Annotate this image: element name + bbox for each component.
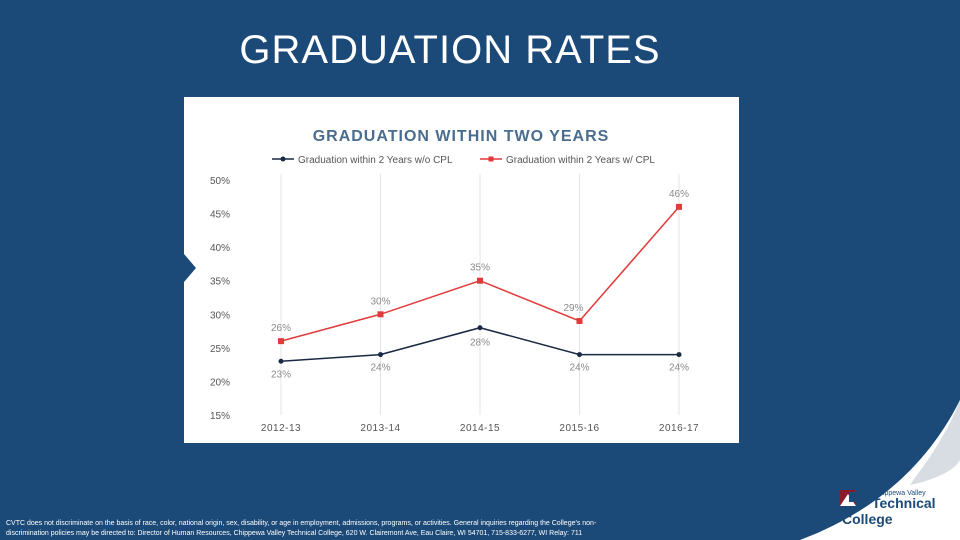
legend-label: Graduation within 2 Years w/ CPL: [506, 155, 655, 166]
legend-label: Graduation within 2 Years w/o CPL: [298, 155, 453, 166]
data-label: 35%: [470, 263, 490, 274]
chart-title: GRADUATION WITHIN TWO YEARS: [313, 128, 610, 145]
footer-disclaimer: CVTC does not discriminate on the basis …: [6, 519, 666, 539]
footer-line-2: discrimination policies may be directed …: [6, 530, 583, 537]
data-label: 26%: [271, 323, 291, 334]
data-point: [278, 358, 284, 364]
data-point: [577, 352, 582, 358]
panel-pointer: [184, 254, 196, 282]
page-curl-decoration: [800, 400, 960, 540]
footer-line-1: CVTC does not discriminate on the basis …: [6, 520, 597, 527]
y-tick-label: 40%: [210, 243, 230, 254]
data-point: [278, 338, 284, 345]
data-point: [676, 203, 682, 210]
x-tick-label: 2014-15: [460, 423, 500, 434]
logo-line-3: College: [842, 511, 893, 527]
line-chart: GRADUATION WITHIN TWO YEARS Graduation wi…: [210, 128, 699, 434]
data-point: [477, 277, 483, 284]
y-tick-label: 25%: [210, 344, 230, 355]
data-point: [377, 311, 384, 318]
y-tick-label: 20%: [210, 377, 230, 388]
y-tick-label: 15%: [210, 411, 230, 422]
data-point: [477, 325, 483, 331]
data-point: [378, 352, 383, 358]
data-label: 46%: [669, 189, 689, 200]
y-tick-label: 50%: [210, 176, 230, 187]
chart-panel: GRADUATION WITHIN TWO YEARS Graduation wi…: [184, 97, 739, 443]
x-tick-label: 2013-14: [360, 423, 400, 434]
logo-line-1: Chippewa Valley: [874, 490, 926, 497]
data-point: [676, 352, 682, 358]
x-tick-label: 2015-16: [559, 423, 599, 434]
x-tick-label: 2016-17: [659, 423, 699, 434]
legend-marker: [488, 156, 494, 162]
data-label: 28%: [470, 338, 490, 349]
x-tick-label: 2012-13: [261, 423, 301, 434]
data-label: 23%: [271, 369, 291, 380]
data-label: 24%: [569, 363, 589, 374]
y-tick-label: 45%: [210, 210, 230, 221]
data-label: 30%: [370, 296, 390, 307]
data-label: 24%: [370, 363, 390, 374]
data-label: 24%: [669, 363, 689, 374]
data-point: [576, 318, 583, 324]
cvtc-logo: Chippewa Valley Technical College: [840, 490, 936, 527]
y-tick-label: 30%: [210, 310, 230, 321]
legend-marker: [280, 156, 286, 162]
y-tick-label: 35%: [210, 277, 230, 288]
logo-line-2: Technical: [872, 495, 936, 511]
slide-title: GRADUATION RATES: [239, 28, 661, 72]
data-label: 29%: [563, 303, 583, 314]
